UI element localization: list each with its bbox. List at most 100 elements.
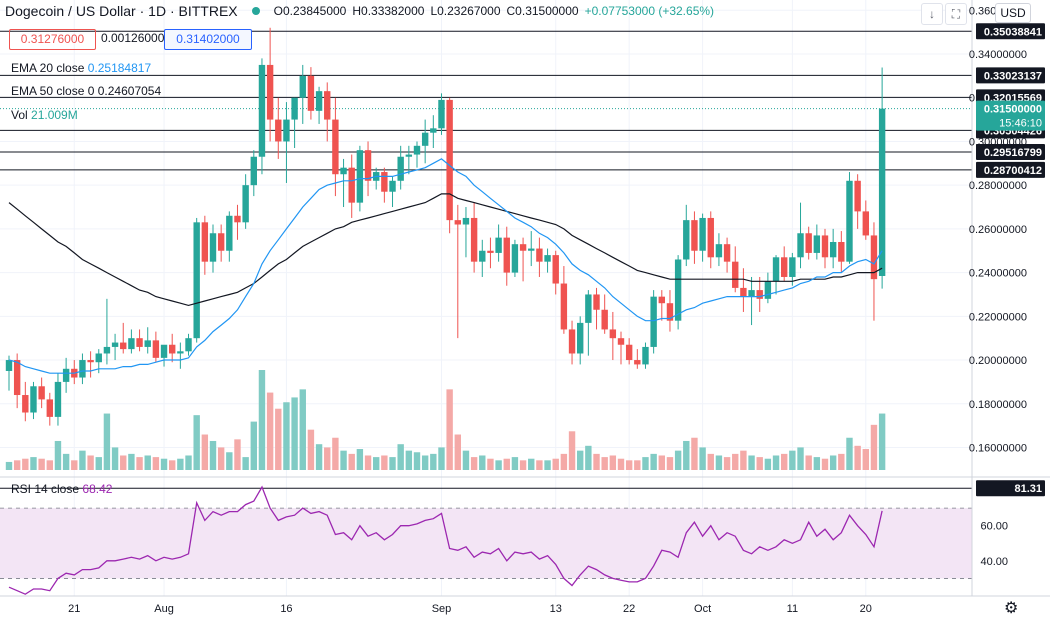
candle-body (405, 154, 413, 157)
candle-body (430, 128, 437, 133)
volume-bar (421, 455, 429, 470)
ema50-label: EMA 50 close 0 (11, 84, 95, 98)
candle-body (242, 185, 249, 223)
candle-body (748, 290, 755, 297)
sell-button[interactable]: 0.31276000 (9, 29, 96, 50)
candle-body (495, 237, 502, 253)
candle-body (781, 257, 788, 277)
candle-body (878, 108, 886, 276)
candle-body (95, 353, 102, 363)
volume-bar (732, 453, 739, 470)
price-tick-label: 0.20000000 (969, 355, 1027, 367)
candle-body (764, 281, 772, 299)
ema20-legend[interactable]: EMA 20 close 0.25184817 (11, 61, 151, 75)
arrow-down-icon[interactable]: ↓ (921, 3, 943, 25)
volume-bar (707, 453, 714, 470)
volume-bar (479, 455, 486, 470)
level-tag: 0.29516799 (984, 147, 1042, 159)
candle-body (528, 248, 535, 251)
symbol-title[interactable]: Dogecoin / US Dollar · 1D · BITTREX (5, 3, 238, 19)
candle-body (120, 342, 127, 350)
fullscreen-icon[interactable]: ⛶ (945, 3, 967, 25)
rsi-legend[interactable]: RSI 14 close 68.42 (11, 482, 112, 496)
volume-bar (634, 460, 641, 470)
volume-bar (364, 455, 372, 470)
candle-body (22, 395, 29, 413)
candle-body (356, 150, 364, 203)
currency-select[interactable]: USD (995, 3, 1031, 23)
volume-bar (805, 455, 812, 470)
volume-bar (128, 453, 135, 470)
volume-bar (324, 447, 331, 470)
symbol-header: Dogecoin / US Dollar · 1D · BITTREX O0.2… (5, 3, 714, 19)
volume-bar (821, 458, 829, 470)
candle-body (846, 180, 853, 262)
price-tick-label: 0.26000000 (969, 224, 1027, 236)
candle-body (805, 233, 812, 253)
volume-label: Vol (11, 108, 28, 122)
volume-bar (87, 455, 94, 470)
ema20-label: EMA 20 close (11, 61, 85, 75)
candle-body (177, 351, 184, 354)
volume-bar (46, 460, 53, 470)
level-tag-bg (976, 67, 1045, 84)
volume-bar (519, 460, 527, 470)
volume-bar (30, 457, 37, 470)
candle-body (666, 303, 674, 321)
candle-body (838, 241, 845, 262)
price-tick-label: 0.22000000 (969, 311, 1027, 323)
candle-body (152, 340, 160, 358)
volume-bar (617, 458, 625, 470)
time-tick-label: Sep (432, 603, 452, 615)
ema50-legend[interactable]: EMA 50 close 0 0.24607054 (11, 84, 161, 98)
volume-value: 21.009M (31, 108, 78, 122)
candlesticks (5, 27, 886, 426)
volume-bar (511, 457, 519, 470)
candle-body (723, 244, 731, 262)
close-value: C0.31500000 (506, 4, 579, 18)
horizontal-levels (0, 30, 972, 171)
candle-body (299, 75, 306, 98)
volume-bar (781, 453, 788, 470)
volume-bar (209, 440, 217, 470)
candle-body (5, 360, 13, 371)
volume-bar (544, 460, 551, 470)
time-tick-label: 22 (623, 603, 635, 615)
volume-bar (315, 444, 323, 470)
volume-bars (5, 370, 886, 470)
volume-bar (438, 447, 445, 470)
candle-body (266, 64, 274, 120)
candle-body (625, 344, 633, 361)
volume-legend[interactable]: Vol 21.009M (11, 108, 78, 122)
volume-bar (242, 457, 249, 470)
volume-bar (275, 408, 282, 470)
volume-bar (193, 415, 200, 470)
volume-bar (772, 455, 780, 470)
candle-body (577, 322, 584, 354)
volume-bar (405, 450, 413, 470)
candle-body (234, 215, 241, 223)
volume-bar (789, 450, 796, 470)
candle-body (593, 294, 600, 310)
volume-bar (169, 460, 176, 470)
candle-body (46, 399, 53, 417)
candle-body (397, 156, 404, 181)
high-value: H0.33382000 (352, 4, 425, 18)
volume-bar (430, 453, 437, 470)
volume-bar (307, 429, 315, 470)
buy-button[interactable]: 0.31402000 (164, 29, 252, 50)
candle-body (756, 290, 763, 299)
volume-bar (283, 402, 290, 470)
price-tick-label: 0.34000000 (969, 49, 1027, 61)
rsi-marker-tag: 81.31 (1014, 483, 1042, 495)
volume-bar (38, 458, 45, 470)
candle-body (511, 244, 519, 273)
volume-bar (552, 458, 559, 470)
candle-body (413, 145, 421, 155)
candle-body (487, 250, 494, 253)
candle-body (479, 250, 486, 262)
gear-icon[interactable]: ⚙ (1004, 600, 1019, 617)
candle-body (381, 172, 388, 192)
candle-body (797, 233, 804, 258)
